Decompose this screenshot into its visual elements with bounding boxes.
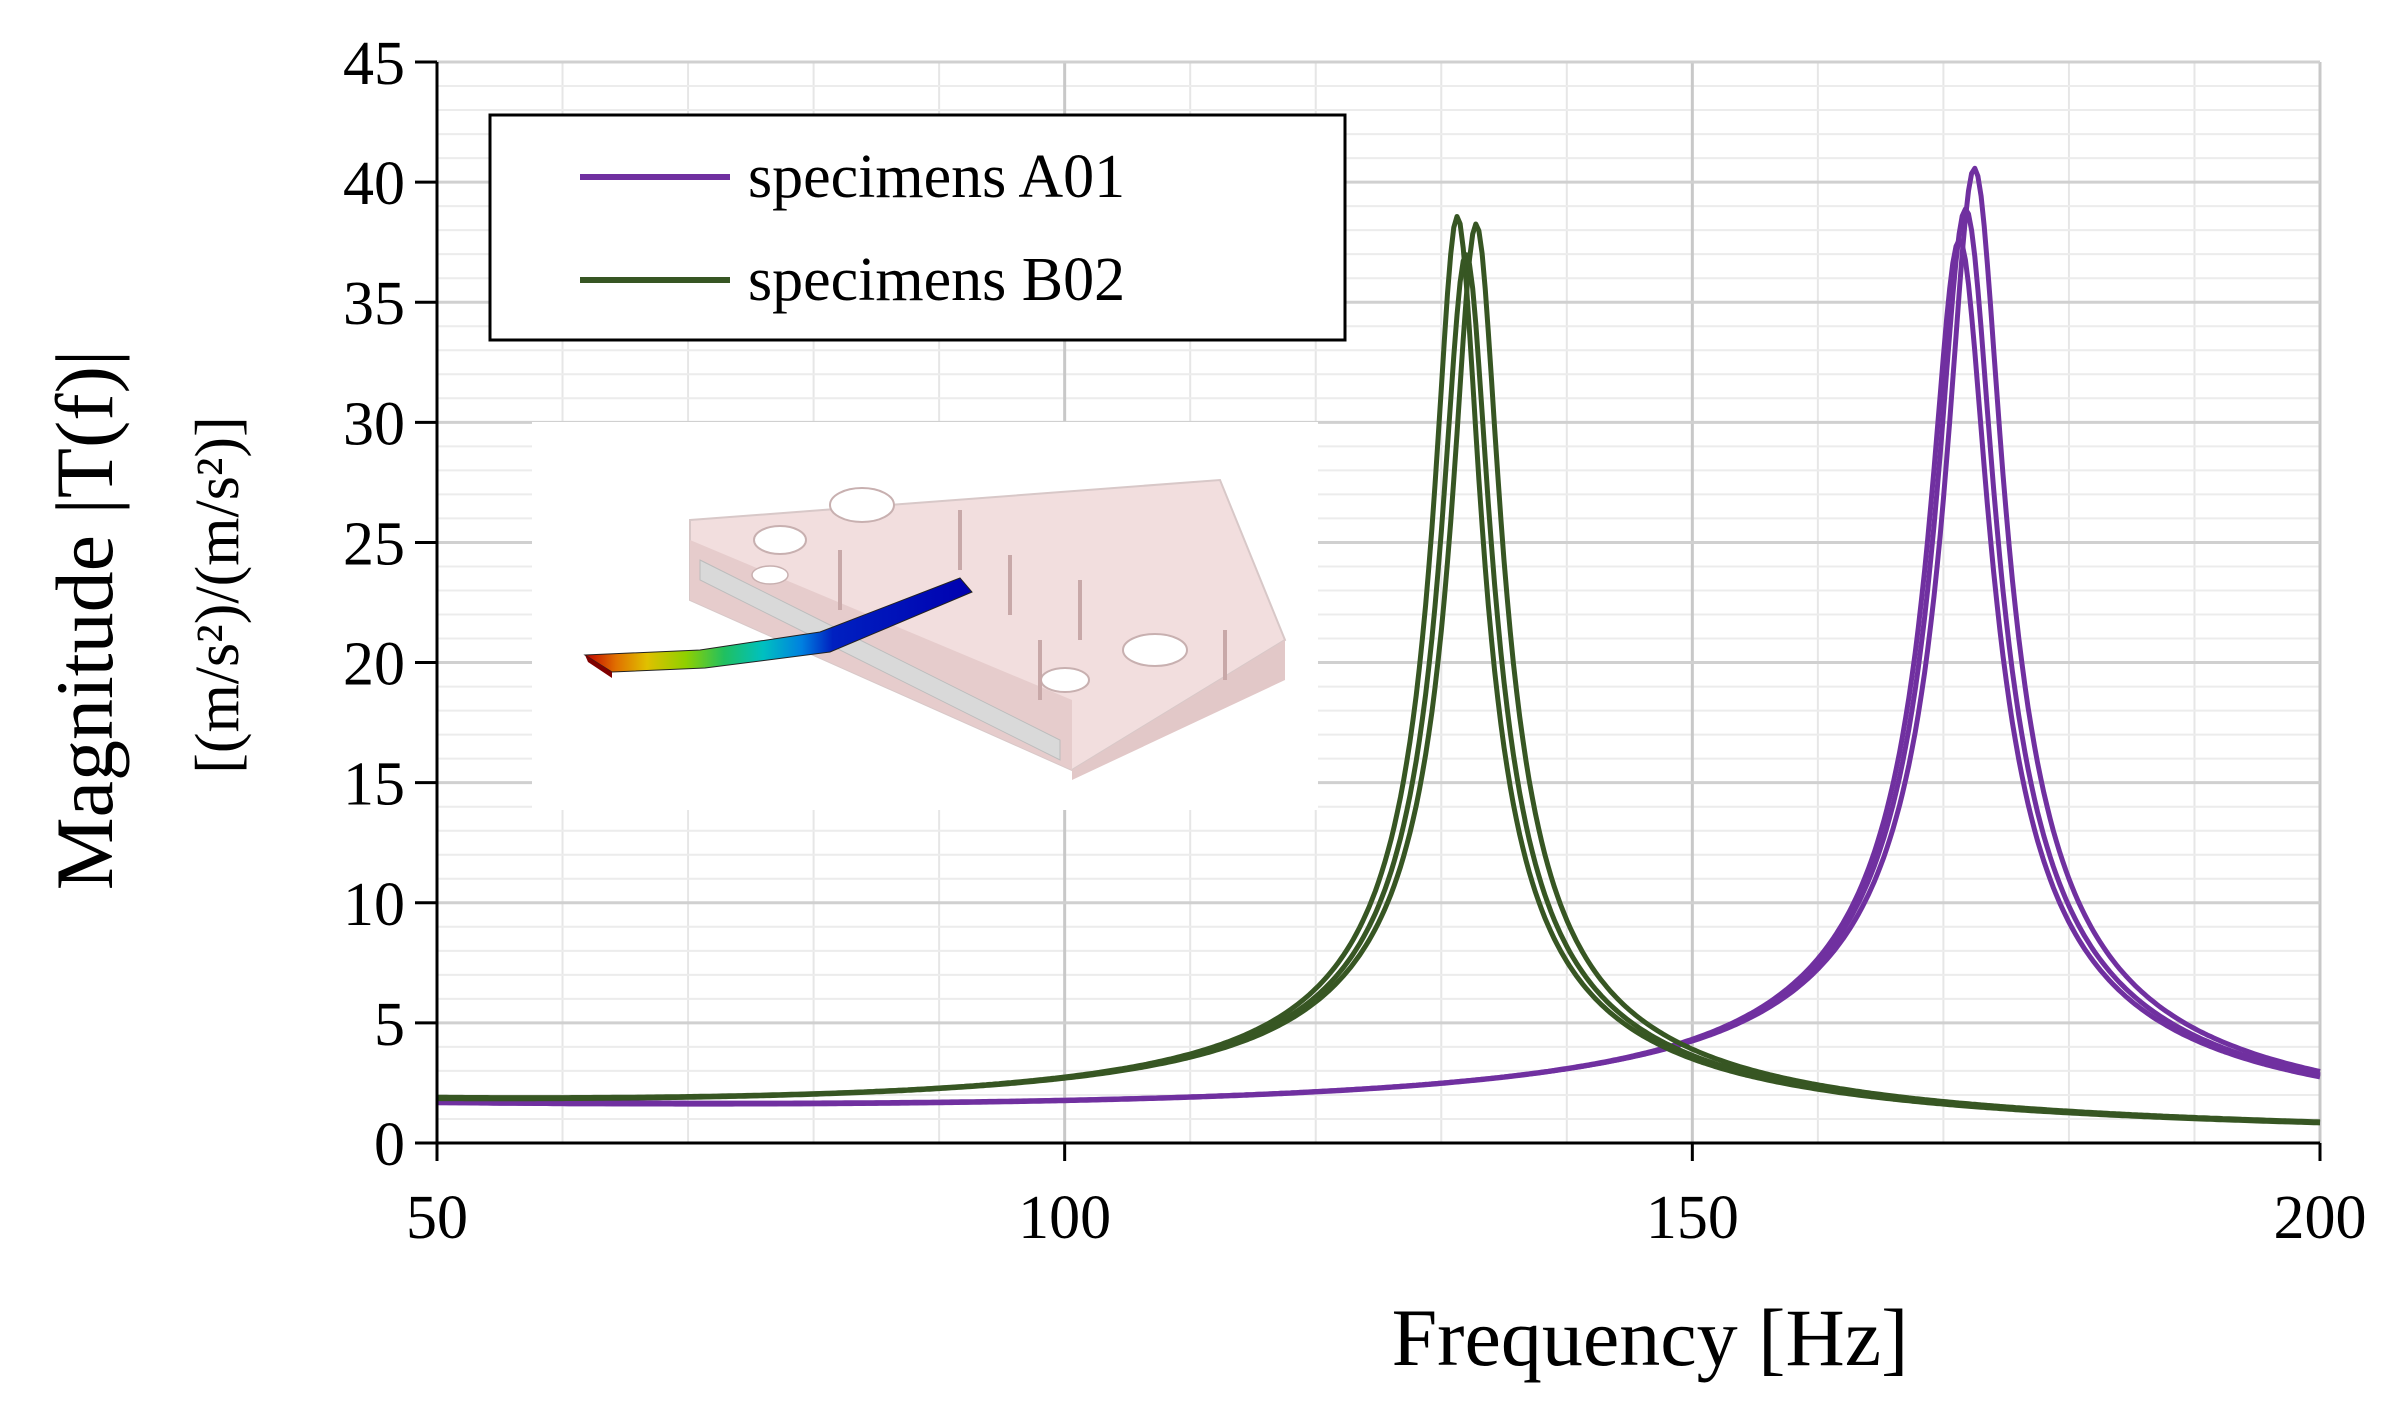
legend: specimens A01 specimens B02: [488, 113, 1347, 342]
legend-label-b02: specimens B02: [748, 246, 1125, 314]
tick-labels: 0 5 10 15 20 25 30 35 40 45 50 100 150 200: [343, 30, 2367, 1252]
x-axis-title: Frequency [Hz]: [1392, 1292, 1909, 1383]
plot-series: [436, 165, 2321, 1126]
inset-fe-model-image: [532, 422, 1318, 810]
y-tick-label: 25: [343, 510, 405, 578]
y-axis-title-line1: Magnitude |T(f)|: [39, 350, 130, 891]
y-tick-label: 40: [343, 150, 405, 218]
legend-label-a01: specimens A01: [748, 143, 1125, 211]
y-tick-label: 10: [343, 871, 405, 939]
y-tick-label: 15: [343, 751, 405, 819]
y-tick-label: 30: [343, 390, 405, 458]
y-tick-label: 0: [374, 1111, 405, 1179]
series-line-b02-3: [437, 252, 2321, 1125]
series-line-a01-3: [437, 237, 2321, 1106]
y-tick-label: 20: [343, 631, 405, 699]
x-tick-label: 100: [1018, 1184, 1111, 1252]
y-tick-label: 5: [374, 991, 405, 1059]
y-axis-title-line2: [(m/s²)/(m/s²)]: [184, 416, 252, 773]
y-tick-label: 35: [343, 270, 405, 338]
y-tick-label: 45: [343, 30, 405, 98]
x-tick-label: 200: [2274, 1184, 2367, 1252]
axes: [415, 60, 2322, 1161]
x-tick-label: 50: [406, 1184, 468, 1252]
x-tick-label: 150: [1646, 1184, 1739, 1252]
